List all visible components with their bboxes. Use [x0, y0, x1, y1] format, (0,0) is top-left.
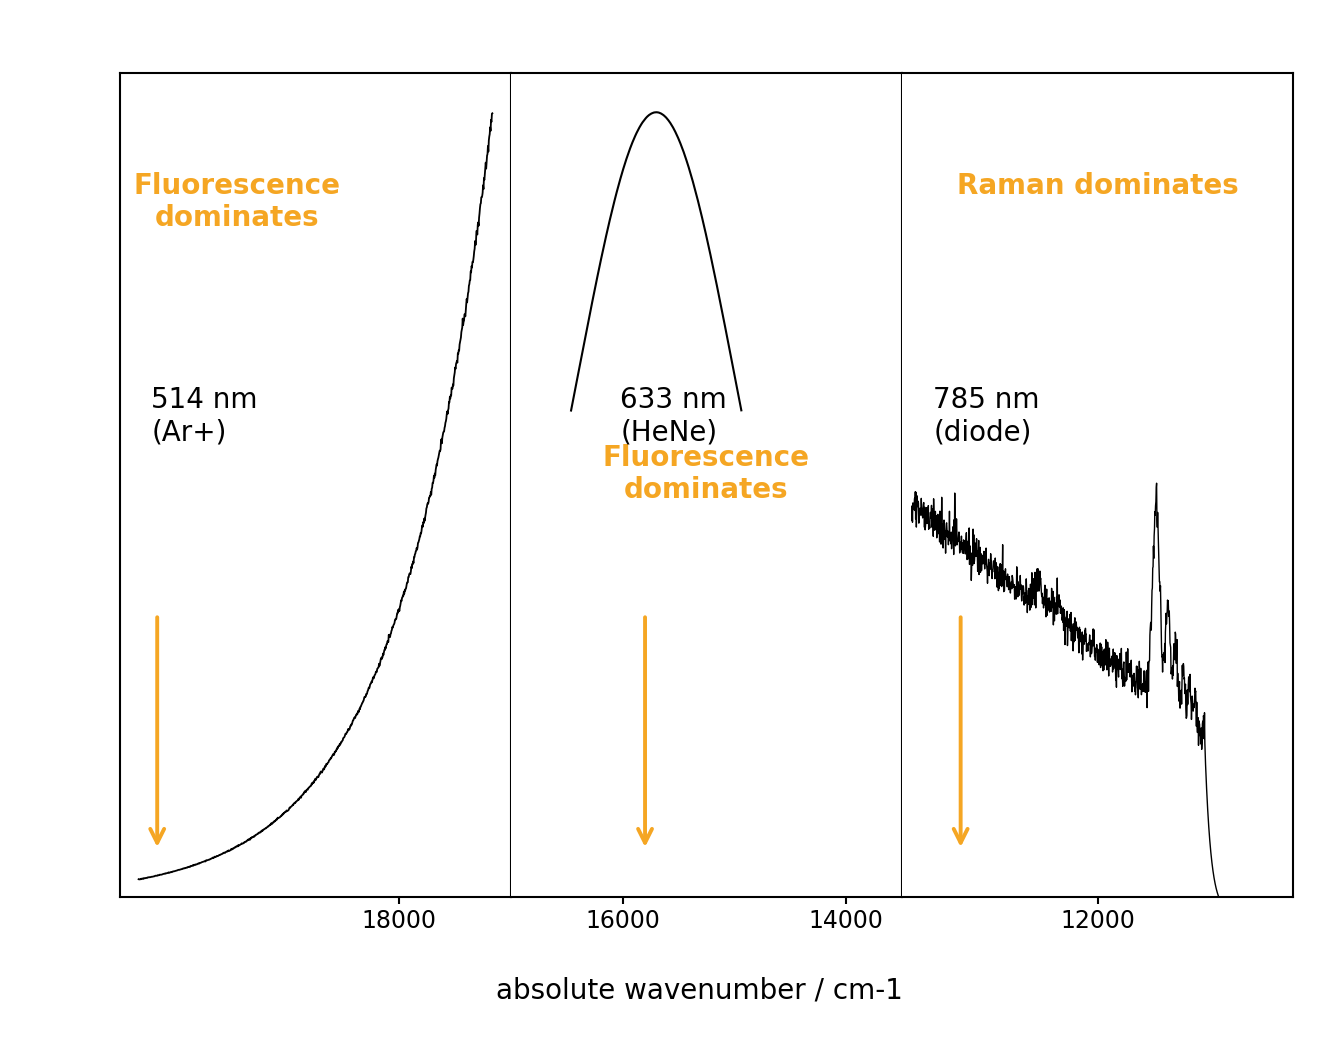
- Text: 785 nm
(diode): 785 nm (diode): [933, 386, 1040, 446]
- Text: 633 nm
(HeNe): 633 nm (HeNe): [620, 386, 728, 446]
- Text: Raman dominates: Raman dominates: [957, 172, 1238, 200]
- Text: 514 nm
(Ar+): 514 nm (Ar+): [151, 386, 257, 446]
- Text: Fluorescence
dominates: Fluorescence dominates: [603, 444, 810, 504]
- Text: Fluorescence
dominates: Fluorescence dominates: [133, 172, 341, 233]
- Text: absolute wavenumber / cm-1: absolute wavenumber / cm-1: [496, 977, 904, 1004]
